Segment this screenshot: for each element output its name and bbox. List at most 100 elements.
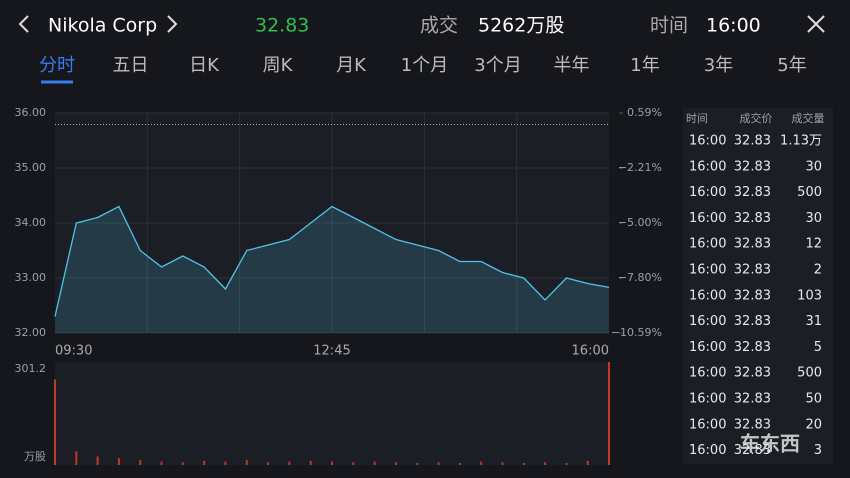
volume-bar — [309, 460, 312, 465]
y2-tick-label: −2.21% — [618, 161, 662, 174]
tab[interactable]: 月K — [336, 55, 367, 76]
volume-bar — [522, 462, 525, 465]
volume-bar — [75, 451, 78, 465]
volume-bar — [394, 462, 397, 465]
table-cell: 32.83 — [734, 134, 771, 149]
table-header: 成交量 — [792, 111, 825, 125]
tab[interactable]: 分时 — [39, 55, 75, 76]
next-arrow[interactable] — [167, 15, 178, 33]
table-cell: 1.13万 — [780, 134, 822, 149]
y-tick-label: 35.00 — [15, 161, 47, 174]
table-cell: 16:00 — [689, 237, 726, 252]
stock-name: Nikola Corp — [48, 15, 157, 37]
volume-bar — [139, 459, 142, 465]
table-cell: 16:00 — [689, 443, 726, 458]
table-cell: 16:00 — [689, 314, 726, 329]
volume-bar — [544, 462, 547, 465]
volume-bar — [565, 462, 568, 465]
table-cell: 16:00 — [689, 211, 726, 226]
volume-bar — [117, 458, 120, 465]
price: 32.83 — [255, 15, 309, 37]
table-cell: 32.83 — [734, 417, 771, 432]
table-header: 时间 — [686, 112, 708, 125]
y2-tick-label: −10.59% — [611, 326, 662, 339]
table-cell: 16:00 — [689, 366, 726, 381]
time: 16:00 — [706, 15, 761, 37]
volume-bar — [203, 460, 206, 465]
table-cell: 32.83 — [734, 288, 771, 303]
tab[interactable]: 五日 — [113, 55, 149, 76]
watermark: 车东西 — [740, 432, 800, 456]
volume-bar — [416, 462, 419, 465]
tab[interactable]: 1个月 — [401, 55, 448, 76]
price-line — [54, 205, 610, 317]
table-cell: 32.83 — [734, 263, 771, 278]
y-tick-label: 33.00 — [15, 271, 47, 284]
volume-bar — [501, 462, 504, 465]
table-cell: 16:00 — [689, 159, 726, 174]
y2-tick-label: −5.00% — [618, 216, 662, 229]
volume-bar — [437, 462, 440, 465]
table-cell: 32.83 — [734, 340, 771, 355]
y-tick-label: 34.00 — [15, 216, 47, 229]
volume-bar — [608, 362, 610, 465]
tab[interactable]: 1年 — [630, 55, 659, 76]
table-cell: 3 — [814, 443, 822, 458]
volume-bar — [331, 461, 333, 465]
table-cell: 103 — [797, 288, 822, 303]
y2-tick-label: 0.59% — [627, 106, 662, 119]
table-cell: 16:00 — [689, 288, 726, 303]
table-cell: 32.83 — [734, 366, 771, 381]
volume-bar — [586, 460, 589, 465]
tab[interactable]: 半年 — [554, 55, 590, 76]
x-tick-label: 09:30 — [55, 344, 92, 359]
table-cell: 500 — [797, 366, 822, 381]
table-cell: 500 — [797, 185, 822, 200]
table-cell: 31 — [805, 314, 822, 329]
table-cell: 32.83 — [734, 185, 771, 200]
time-label: 时间 — [650, 15, 688, 37]
table-cell: 32.83 — [734, 237, 771, 252]
tab[interactable]: 5年 — [777, 55, 806, 76]
volume-bar — [224, 461, 227, 465]
volume-bar — [54, 379, 56, 465]
x-tick-label: 12:45 — [313, 344, 350, 359]
y2-tick-label: −7.80% — [618, 271, 662, 284]
table-cell: 16:00 — [689, 263, 726, 278]
volume-unit: 万股 — [24, 450, 46, 463]
table-cell: 32.83 — [734, 159, 771, 174]
price-area — [55, 206, 609, 333]
tab[interactable]: 3个月 — [474, 55, 521, 76]
tab[interactable]: 日K — [189, 55, 220, 76]
table-cell: 2 — [814, 263, 822, 278]
table-header: 成交价 — [740, 111, 773, 125]
table-bg — [683, 108, 833, 464]
x-tick-label: 16:00 — [572, 344, 609, 359]
y-tick-label: 32.00 — [15, 326, 47, 339]
volume-bar — [181, 462, 184, 465]
table-cell: 20 — [805, 417, 822, 432]
volume-tick-label: 301.2 — [15, 362, 47, 375]
tab[interactable]: 周K — [263, 55, 294, 76]
back-arrow[interactable] — [18, 15, 29, 33]
table-cell: 32.83 — [734, 211, 771, 226]
tab[interactable]: 3年 — [704, 55, 733, 76]
volume-bar — [373, 461, 376, 465]
volume: 5262万股 — [478, 15, 564, 37]
volume-area — [55, 362, 609, 465]
table-cell: 30 — [805, 211, 822, 226]
volume-bar — [352, 462, 355, 465]
volume-bar — [288, 461, 291, 465]
y-tick-label: 36.00 — [15, 106, 47, 119]
table-cell: 30 — [805, 159, 822, 174]
volume-bar — [480, 461, 483, 465]
table-cell: 16:00 — [689, 185, 726, 200]
table-cell: 32.83 — [734, 443, 771, 458]
table-cell: 16:00 — [689, 340, 726, 355]
volume-label: 成交 — [420, 15, 458, 37]
table-cell: 16:00 — [689, 134, 726, 149]
table-cell: 16:00 — [689, 392, 726, 407]
table-cell: 16:00 — [689, 417, 726, 432]
close-button[interactable] — [807, 15, 825, 33]
